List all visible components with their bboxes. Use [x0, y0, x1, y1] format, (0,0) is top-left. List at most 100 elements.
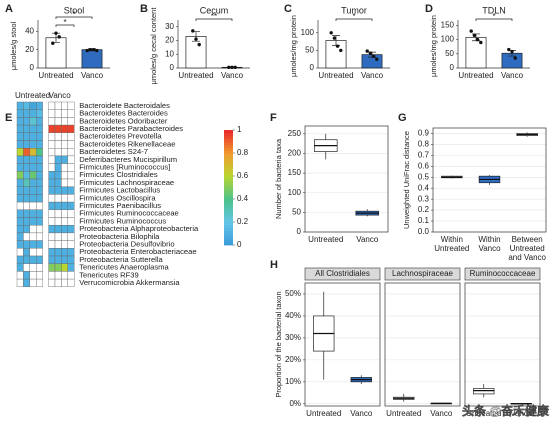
heatmap-cell: [61, 101, 69, 110]
colorbar-segment: [224, 204, 233, 209]
heatmap-cell: [23, 194, 30, 203]
heatmap-cell: [16, 178, 24, 187]
data-point: [365, 49, 369, 53]
heatmap-cell: [29, 171, 37, 180]
x-tick-label: Vanco: [510, 409, 533, 418]
colorbar-segment: [224, 144, 233, 148]
bar: [465, 36, 487, 69]
heatmap-cell: [23, 271, 30, 280]
heatmap-cell: [67, 194, 75, 203]
heatmap-cell: [16, 163, 24, 172]
row-label: Bacteroidetes Prevotella: [79, 132, 162, 141]
heatmap-cell: [29, 194, 37, 203]
data-point: [375, 57, 379, 61]
significance-bracket: [55, 24, 75, 27]
heatmap-cell: [36, 194, 43, 203]
y-axis-label: μmoles/g cecal content: [149, 7, 158, 85]
chart-title: TDLN: [482, 5, 506, 15]
y-tick-label: 100: [301, 28, 315, 37]
heatmap-cell: [48, 140, 56, 149]
heatmap-cell: [67, 171, 75, 180]
facet-strip: [384, 267, 461, 281]
y-tick-label: 0: [170, 63, 175, 72]
significance-label: *: [63, 18, 66, 27]
heatmap-cell: [48, 186, 56, 195]
heatmap-cell: [23, 232, 30, 241]
heatmap-cell: [16, 217, 24, 226]
panel-letter: C: [284, 3, 292, 15]
y-tick-label: 150: [441, 21, 455, 30]
colorbar-tick-label: 1: [237, 125, 242, 134]
colorbar-segment: [224, 155, 233, 160]
panel-letter: H: [270, 259, 278, 271]
colorbar-segment: [224, 135, 233, 140]
panel-letter: G: [398, 112, 407, 124]
heatmap-cell: [67, 209, 75, 218]
row-label: Firmicutes Clostridiales: [79, 170, 158, 179]
significance-label: *: [492, 12, 495, 21]
y-tick-label: 10%: [285, 377, 301, 386]
x-tick-label: Vanco: [501, 71, 524, 80]
heatmap-cell: [67, 163, 75, 172]
heatmap-cell: [16, 194, 24, 203]
data-point: [368, 51, 373, 55]
row-label: Bacteroidete Bacteroidales: [79, 101, 170, 110]
row-label: Bacteroidetes Odoribacter: [79, 116, 168, 125]
colorbar-segment: [224, 150, 233, 154]
heatmap-cell: [36, 109, 43, 118]
heatmap-cell: [54, 240, 62, 249]
colorbar-segment: [224, 176, 233, 180]
heatmap-cell: [61, 224, 69, 234]
panel-letter: F: [270, 112, 277, 124]
heatmap-cell: [29, 132, 37, 141]
y-axis-label: μmoles/g stool: [9, 21, 18, 70]
facet-strip: [464, 267, 541, 281]
y-tick-label: 0: [30, 63, 35, 72]
significance-label: **: [211, 12, 217, 21]
heatmap-cell: [54, 109, 62, 118]
colorbar-segment: [224, 130, 233, 134]
heatmap-cell: [48, 271, 56, 280]
heatmap-cell: [61, 201, 69, 211]
heatmap-cell: [29, 232, 37, 241]
y-tick-label: 0: [297, 227, 302, 236]
heatmap-cell: [16, 140, 24, 149]
colorbar-segment: [224, 201, 233, 206]
colorbar-tick-label: 0.4: [237, 194, 249, 203]
heatmap-cell: [36, 132, 43, 141]
heatmap-cell: [67, 140, 75, 149]
data-point: [475, 37, 480, 42]
heatmap-cell: [23, 171, 30, 180]
heatmap-cell: [67, 101, 75, 110]
data-point: [191, 29, 195, 33]
y-tick-label: 0: [450, 63, 455, 72]
y-tick-label: 0.3: [418, 194, 430, 203]
colorbar-segment: [224, 224, 233, 229]
heatmap-cell: [61, 124, 69, 133]
row-label: Proteobacteria Desulfovibrio: [79, 239, 174, 248]
heatmap-cell: [23, 263, 30, 272]
colorbar-segment: [224, 210, 233, 214]
colorbar-segment: [224, 164, 233, 168]
heatmap-cell: [36, 271, 43, 280]
x-tick-label: Vanco: [356, 235, 379, 244]
heatmap-cell: [29, 117, 37, 126]
colorbar-segment: [224, 222, 233, 226]
colorbar-segment: [224, 227, 233, 232]
heatmap-cell: [16, 248, 24, 257]
chart-title: Cecum: [200, 5, 229, 15]
heatmap-cell: [29, 109, 37, 118]
heatmap-cell: [54, 278, 62, 288]
heatmap-cell: [29, 147, 37, 157]
heatmap-cell: [48, 201, 56, 211]
heatmap-cell: [36, 140, 43, 149]
heatmap-cell: [48, 209, 56, 218]
heatmap-cell: [48, 124, 56, 133]
data-point: [95, 48, 99, 53]
colorbar-segment: [224, 158, 233, 163]
heatmap-cell: [36, 217, 43, 226]
y-tick-label: 0: [310, 63, 315, 72]
row-label: Tenericutes RF39: [79, 270, 139, 279]
y-tick-label: 0.5: [418, 172, 430, 181]
heatmap-cell: [67, 271, 75, 280]
